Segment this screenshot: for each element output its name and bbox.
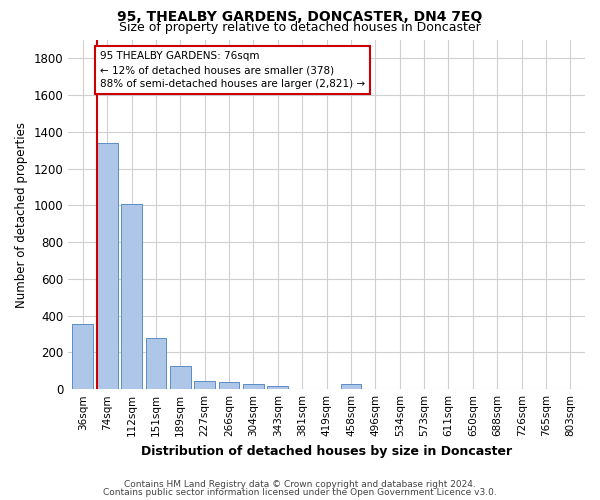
Bar: [219, 382, 239, 389]
Bar: [121, 204, 142, 389]
Text: 95, THEALBY GARDENS, DONCASTER, DN4 7EQ: 95, THEALBY GARDENS, DONCASTER, DN4 7EQ: [118, 10, 482, 24]
Text: Contains HM Land Registry data © Crown copyright and database right 2024.: Contains HM Land Registry data © Crown c…: [124, 480, 476, 489]
Text: Contains public sector information licensed under the Open Government Licence v3: Contains public sector information licen…: [103, 488, 497, 497]
Bar: [341, 384, 361, 389]
Bar: [146, 338, 166, 389]
Bar: [194, 381, 215, 389]
Bar: [243, 384, 264, 389]
Bar: [170, 366, 191, 389]
Y-axis label: Number of detached properties: Number of detached properties: [15, 122, 28, 308]
Bar: [97, 143, 118, 389]
Text: 95 THEALBY GARDENS: 76sqm
← 12% of detached houses are smaller (378)
88% of semi: 95 THEALBY GARDENS: 76sqm ← 12% of detac…: [100, 51, 365, 89]
Text: Size of property relative to detached houses in Doncaster: Size of property relative to detached ho…: [119, 21, 481, 34]
Bar: [73, 324, 93, 389]
Bar: [268, 386, 288, 389]
X-axis label: Distribution of detached houses by size in Doncaster: Distribution of detached houses by size …: [141, 444, 512, 458]
